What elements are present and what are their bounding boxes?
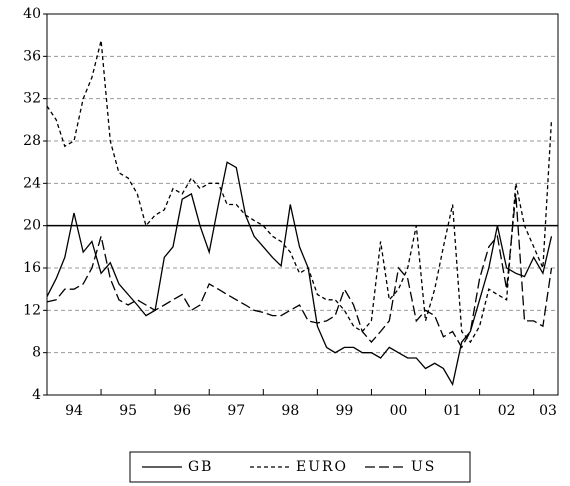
legend-label: EURO <box>296 459 348 475</box>
x-tick-label: 97 <box>227 403 245 419</box>
y-tick-label: 40 <box>23 6 41 22</box>
y-tick-label: 8 <box>32 345 41 361</box>
x-tick-label: 02 <box>498 403 516 419</box>
series-line <box>46 161 553 387</box>
y-tick-label: 36 <box>23 48 41 64</box>
x-tick-label: 95 <box>119 403 137 419</box>
y-tick-label: 28 <box>23 133 41 149</box>
legend-label: US <box>411 459 436 475</box>
y-tick-label: 24 <box>23 175 41 191</box>
series-line <box>46 40 553 344</box>
x-tick-label: 03 <box>539 403 557 419</box>
y-tick-label: 12 <box>23 302 41 318</box>
x-tick-label: 99 <box>335 403 353 419</box>
series-line <box>46 193 553 349</box>
y-tick-label: 16 <box>23 260 41 276</box>
x-tick-label: 94 <box>65 403 83 419</box>
x-tick-label: 96 <box>173 403 191 419</box>
x-tick-label: 98 <box>281 403 299 419</box>
legend-label: GB <box>188 459 213 475</box>
legend-box <box>129 451 471 483</box>
x-tick-label: 00 <box>390 403 408 419</box>
y-tick-label: 20 <box>23 218 41 234</box>
y-tick-label: 4 <box>32 387 41 403</box>
x-tick-label: 01 <box>444 403 462 419</box>
y-tick-label: 32 <box>23 91 41 107</box>
plot-frame <box>46 13 559 396</box>
